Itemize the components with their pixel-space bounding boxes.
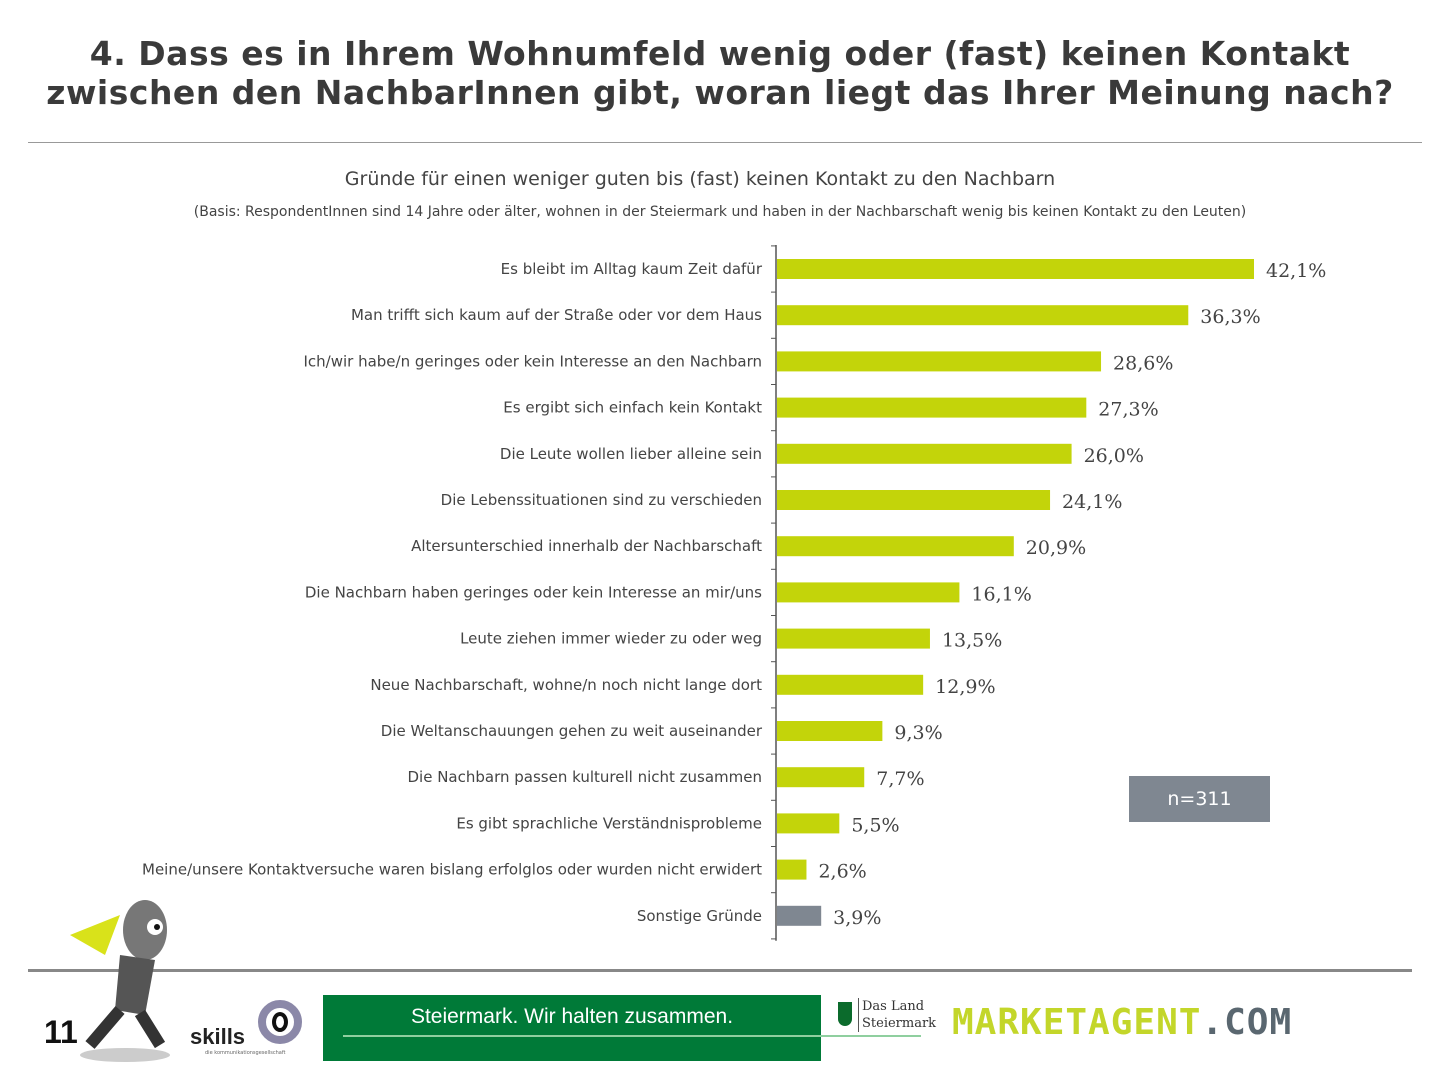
bar [777,813,840,834]
value-label: 42,1% [1266,260,1326,282]
bar [777,628,930,649]
bar [777,674,924,695]
skills-logo-mark [258,1000,302,1044]
category-label: Die Nachbarn passen kulturell nicht zusa… [408,768,763,786]
banner-text: Steiermark. Wir halten zusammen. [410,1005,734,1028]
page-number: 11 [44,1014,78,1050]
value-label: 27,3% [1098,399,1158,421]
category-label: Es gibt sprachliche Verständnisprobleme [456,814,762,832]
value-label: 28,6% [1113,352,1173,374]
category-label: Meine/unsere Kontaktversuche waren bisla… [142,861,762,879]
value-label: 36,3% [1200,306,1260,328]
bar [777,905,822,926]
campaign-banner: Steiermark. Wir halten zusammen. [323,995,921,1061]
bar [777,305,1189,326]
category-label: Die Leute wollen lieber alleine sein [500,445,762,463]
mascot-illustration [70,900,170,1062]
chart-title: Gründe für einen weniger guten bis (fast… [344,168,1056,190]
title-line-2: zwischen den NachbarInnen gibt, woran li… [46,73,1394,112]
value-label: 26,0% [1084,445,1144,467]
bar [777,582,960,603]
bar [777,397,1087,418]
value-label: 24,1% [1062,491,1122,513]
land-line-2: Steiermark [862,1016,937,1031]
category-label: Ich/wir habe/n geringes oder kein Intere… [303,352,762,370]
chart-subtitle: (Basis: RespondentInnen sind 14 Jahre od… [193,204,1247,220]
title-line-1: 4. Dass es in Ihrem Wohnumfeld wenig ode… [89,34,1351,73]
steiermark-crest-icon [838,1002,852,1026]
brand-suffix: .COM [1201,1002,1293,1043]
sample-size-badge: n=311 [1129,776,1270,822]
category-label: Die Nachbarn haben geringes oder kein In… [305,583,762,601]
value-label: 3,9% [833,907,881,929]
value-label: 12,9% [935,676,995,698]
category-label: Es bleibt im Alltag kaum Zeit dafür [501,260,763,278]
marketagent-logo: MARKETAGENT.COM [952,1002,1292,1043]
value-label: 5,5% [851,814,899,836]
value-label: 2,6% [818,861,866,883]
divider [28,142,1422,143]
bar [777,443,1072,464]
category-label: Altersunterschied innerhalb der Nachbars… [411,537,762,555]
page-title: 4. Dass es in Ihrem Wohnumfeld wenig ode… [0,34,1440,112]
brand-main: MARKETAGENT [952,1002,1202,1043]
value-label: 9,3% [894,722,942,744]
bar [777,721,883,741]
category-label: Sonstige Gründe [637,907,762,925]
bar [777,536,1014,557]
bar [777,767,865,788]
category-label: Man trifft sich kaum auf der Straße oder… [351,306,762,324]
category-label: Die Weltanschauungen gehen zu weit ausei… [381,722,763,740]
category-label: Neue Nachbarschaft, wohne/n noch nicht l… [370,676,762,694]
category-label: Es ergibt sich einfach kein Kontakt [503,399,762,417]
category-label: Leute ziehen immer wieder zu oder weg [460,630,762,648]
land-line-1: Das Land [862,999,925,1014]
bar [777,259,1254,279]
bar [777,351,1102,372]
category-label: Die Lebenssituationen sind zu verschiede… [441,491,762,509]
skills-tagline: die kommunikationsgesellschaft [205,1050,286,1056]
land-steiermark-logo: Das Land Steiermark [858,998,936,1032]
skills-logo: skills [190,1024,246,1049]
value-label: 20,9% [1026,537,1086,559]
bar [777,859,807,880]
value-label: 13,5% [942,630,1002,652]
bar [777,490,1051,510]
footer-divider [28,969,1412,972]
value-label: 7,7% [876,768,924,790]
bar-chart: Es bleibt im Alltag kaum Zeit dafür 42,1%… [142,245,1326,941]
value-label: 16,1% [971,583,1031,605]
